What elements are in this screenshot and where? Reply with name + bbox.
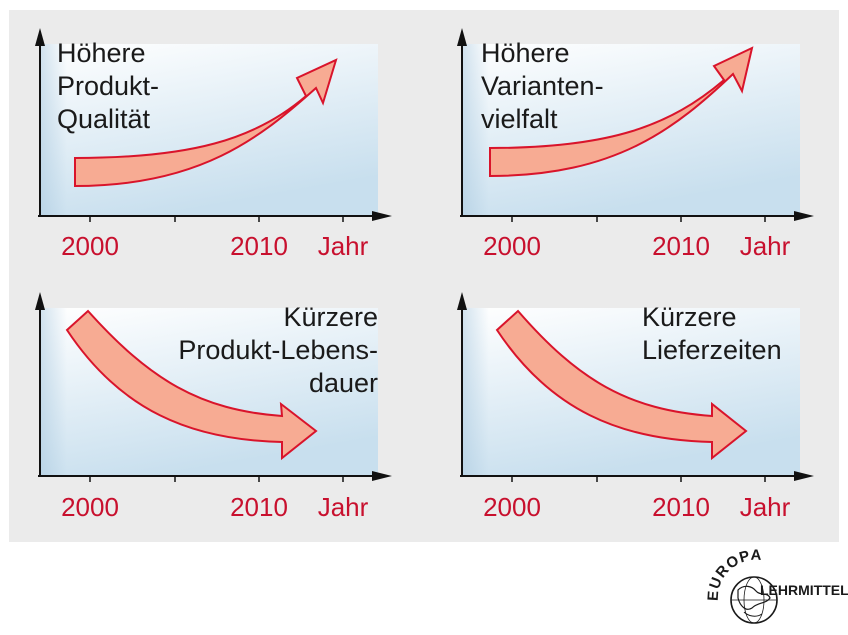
tick-label-2010: 2010 [652, 492, 710, 522]
trend-arrow-up [74, 58, 338, 188]
x-axis-arrowhead [794, 471, 814, 481]
panel-quality: 2000 2010 Jahr Höhere Produkt- Qualität [35, 28, 392, 261]
panel-title-line: Varianten- [481, 71, 604, 101]
y-axis-arrowhead [35, 292, 45, 310]
panel-title-line: Qualität [57, 104, 151, 134]
panel-title-line: vielfalt [481, 104, 558, 134]
tick-label-2010: 2010 [230, 231, 288, 261]
y-axis-arrowhead [457, 292, 467, 310]
panel-title-line: Produkt- [57, 71, 159, 101]
globe-icon [730, 576, 778, 624]
x-axis-arrowhead [372, 471, 392, 481]
x-axis-arrowhead [372, 211, 392, 221]
tick-label-2010: 2010 [652, 231, 710, 261]
tick-label-2000: 2000 [483, 492, 541, 522]
panel-title-line: Lieferzeiten [642, 335, 782, 365]
tick-label-2000: 2000 [483, 231, 541, 261]
tick-label-2000: 2000 [61, 231, 119, 261]
y-axis-arrowhead [35, 28, 45, 46]
panel-title-line: Produkt-Lebens- [178, 335, 378, 365]
x-axis-arrowhead [794, 211, 814, 221]
trend-arrow-up [489, 46, 754, 178]
y-axis-arrowhead [457, 28, 467, 46]
trend-arrow-down [65, 309, 318, 461]
tick-label-2010: 2010 [230, 492, 288, 522]
panel-title-line: Höhere [481, 38, 570, 68]
logo-side-text: LEHRMITTEL [760, 582, 848, 598]
panel-delivery: 2000 2010 Jahr Kürzere Lieferzeiten [457, 292, 814, 522]
panel-title-line: Kürzere [283, 302, 378, 332]
panel-variants: 2000 2010 Jahr Höhere Varianten- vielfal… [457, 28, 814, 261]
trend-arrow-down [495, 309, 748, 461]
panel-title-line: Kürzere [642, 302, 737, 332]
axis-unit-label: Jahr [740, 231, 791, 261]
panel-title-line: Höhere [57, 38, 146, 68]
panel-title-line: dauer [309, 368, 378, 398]
tick-label-2000: 2000 [61, 492, 119, 522]
axis-unit-label: Jahr [318, 231, 369, 261]
panel-lifecycle: 2000 2010 Jahr Kürzere Produkt-Lebens- d… [35, 292, 392, 522]
axis-unit-label: Jahr [740, 492, 791, 522]
axis-unit-label: Jahr [318, 492, 369, 522]
publisher-logo: EUROPA LEHRMITTEL [705, 547, 848, 624]
